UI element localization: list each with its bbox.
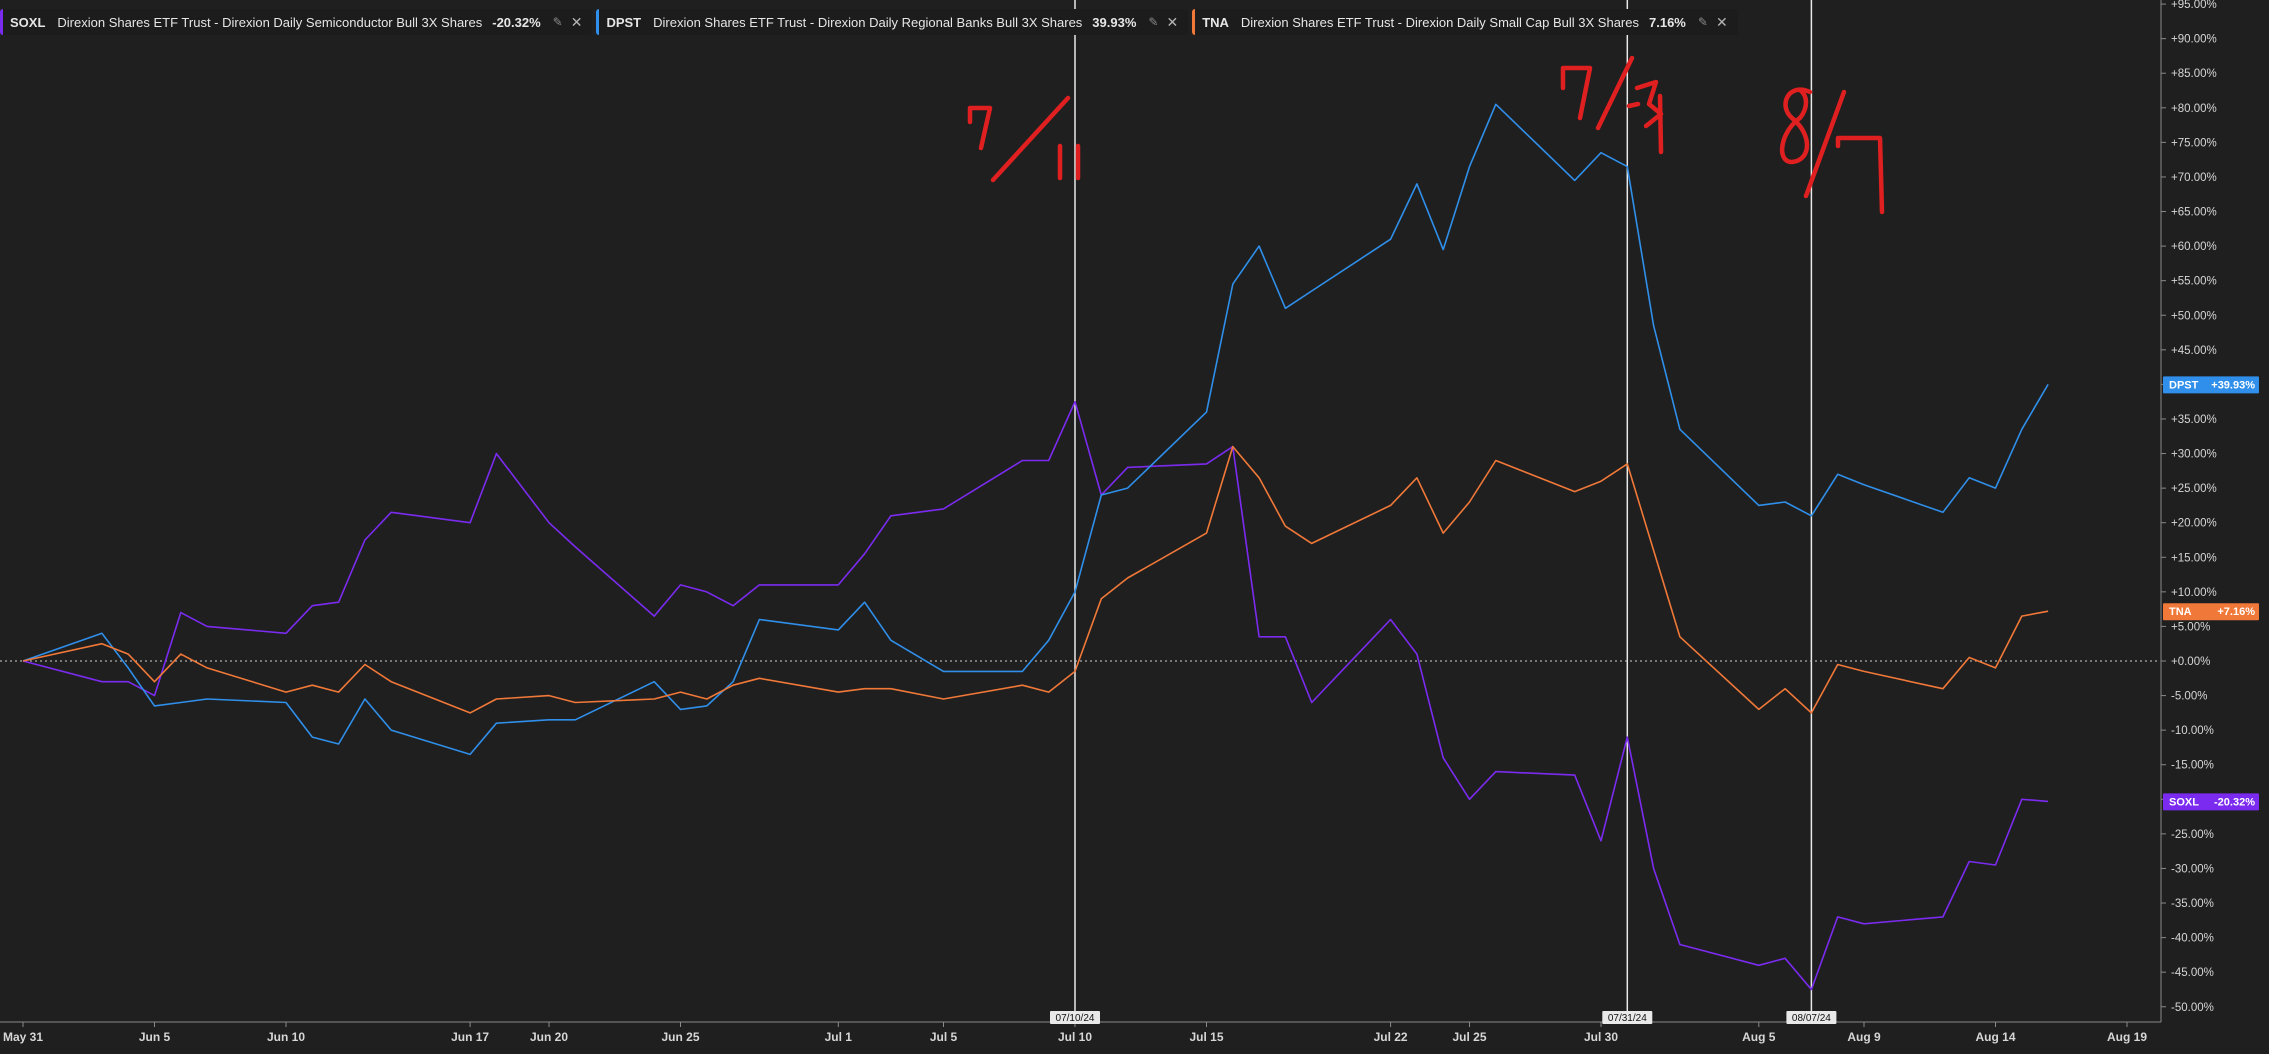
series-line-tna (22, 445, 2049, 714)
y-tick-label: +25.00% (2171, 483, 2217, 495)
x-tick-label: Jul 5 (930, 1030, 958, 1044)
y-tick-label: -15.00% (2171, 760, 2214, 772)
legend: SOXL Direxion Shares ETF Trust - Direxio… (0, 9, 1742, 35)
x-tick-label: Jul 30 (1584, 1030, 1618, 1044)
legend-name: Direxion Shares ETF Trust - Direxion Dai… (1240, 14, 1639, 30)
x-tick-label: Jul 15 (1189, 1030, 1223, 1044)
annotation-7-11 (967, 95, 1081, 183)
y-tick-label: +5.00% (2171, 621, 2210, 633)
x-tick-label: Jun 5 (139, 1030, 171, 1044)
end-label-box (2163, 793, 2259, 811)
close-icon[interactable]: ✕ (1715, 13, 1728, 30)
legend-change: 7.16% (1649, 14, 1686, 30)
end-label-symbol: TNA (2169, 606, 2192, 618)
x-tick-label: Aug 5 (1742, 1030, 1776, 1044)
y-tick-label: +45.00% (2171, 345, 2217, 357)
y-tick-label: +65.00% (2171, 207, 2217, 219)
y-tick-label: +15.00% (2171, 552, 2217, 564)
y-tick-label: +75.00% (2171, 137, 2217, 149)
y-tick-label: -45.00% (2171, 967, 2214, 979)
annotation-8-7 (1779, 87, 1885, 215)
x-tick-label: Jul 1 (825, 1030, 853, 1044)
x-tick-label: Jun 17 (451, 1030, 489, 1044)
y-tick-label: +95.00% (2171, 0, 2217, 11)
y-tick-label: +60.00% (2171, 241, 2217, 253)
y-tick-label: +55.00% (2171, 276, 2217, 288)
y-tick-label: +0.00% (2171, 656, 2210, 668)
y-tick-label: +50.00% (2171, 310, 2217, 322)
x-tick-label: Jul 25 (1452, 1030, 1486, 1044)
x-tick-label: Jul 22 (1374, 1030, 1408, 1044)
legend-change: 39.93% (1092, 14, 1137, 30)
x-tick-label: Jun 10 (267, 1030, 305, 1044)
series-end-labels: SOXL -20.32% DPST +39.93% TNA +7.16% (2163, 376, 2259, 811)
close-icon[interactable]: ✕ (1166, 13, 1179, 30)
marker-date-labels: 07/10/24 07/31/24 08/07/24 (1050, 1011, 1837, 1024)
x-tick-label: Aug 14 (1975, 1030, 2015, 1044)
legend-name: Direxion Shares ETF Trust - Direxion Dai… (57, 14, 483, 30)
close-icon[interactable]: ✕ (570, 13, 583, 30)
end-label-symbol: SOXL (2169, 796, 2199, 808)
series-line-soxl (22, 400, 2049, 991)
y-tick-label: -10.00% (2171, 725, 2214, 737)
y-tick-label: +20.00% (2171, 518, 2217, 530)
end-label-soxl: SOXL -20.32% (2163, 793, 2259, 811)
y-tick-label: +35.00% (2171, 414, 2217, 426)
y-tick-label: +85.00% (2171, 68, 2217, 80)
legend-symbol: TNA (1202, 14, 1229, 30)
end-label-dpst: DPST +39.93% (2163, 376, 2259, 394)
y-tick-label: -5.00% (2171, 691, 2207, 703)
x-tick-label: Aug 9 (1847, 1030, 1881, 1044)
paint-icon[interactable]: ✎ (552, 15, 563, 29)
marker-label-box (1050, 1011, 1100, 1024)
x-tick-label: Jul 10 (1058, 1030, 1092, 1044)
end-label-value: +7.16% (2217, 606, 2255, 618)
handwritten-annotations (967, 55, 1885, 215)
legend-item-soxl[interactable]: SOXL Direxion Shares ETF Trust - Direxio… (0, 9, 593, 35)
end-label-symbol: DPST (2169, 379, 2199, 391)
marker-label-box (1786, 1011, 1837, 1024)
y-tick-label: -35.00% (2171, 898, 2214, 910)
legend-item-dpst[interactable]: DPST Direxion Shares ETF Trust - Direxio… (596, 9, 1189, 35)
y-tick-label: +90.00% (2171, 34, 2217, 46)
marker-date-label: 07/10/24 (1056, 1013, 1095, 1024)
end-label-value: -20.32% (2214, 796, 2255, 808)
x-tick-label: Jun 25 (661, 1030, 699, 1044)
legend-symbol: DPST (606, 14, 642, 30)
y-tick-label: +80.00% (2171, 103, 2217, 115)
y-tick-label: +70.00% (2171, 172, 2217, 184)
marker-label-box (1602, 1011, 1653, 1024)
y-tick-label: -40.00% (2171, 933, 2214, 945)
legend-symbol: SOXL (10, 14, 46, 30)
marker-date-label: 08/07/24 (1792, 1013, 1831, 1024)
legend-name: Direxion Shares ETF Trust - Direxion Dai… (653, 14, 1083, 30)
y-tick-label: +30.00% (2171, 449, 2217, 461)
end-label-value: +39.93% (2211, 379, 2255, 391)
series-lines (22, 103, 2049, 991)
series-line-dpst (22, 103, 2049, 756)
end-label-tna: TNA +7.16% (2163, 603, 2259, 621)
x-tick-label: Aug 19 (2107, 1030, 2147, 1044)
paint-icon[interactable]: ✎ (1697, 15, 1708, 29)
annotation-7-31 (1560, 55, 1664, 155)
y-tick-label: -30.00% (2171, 863, 2214, 875)
end-label-box (2163, 376, 2259, 394)
marker-date-label: 07/31/24 (1608, 1013, 1647, 1024)
x-tick-label: Jun 20 (530, 1030, 568, 1044)
y-tick-label: +10.00% (2171, 587, 2217, 599)
end-label-box (2163, 603, 2259, 621)
y-tick-label: -25.00% (2171, 829, 2214, 841)
y-tick-label: -50.00% (2171, 1002, 2214, 1014)
legend-item-tna[interactable]: TNA Direxion Shares ETF Trust - Direxion… (1192, 9, 1738, 35)
x-tick-label: May 31 (3, 1030, 43, 1044)
paint-icon[interactable]: ✎ (1148, 15, 1159, 29)
legend-change: -20.32% (492, 14, 541, 30)
